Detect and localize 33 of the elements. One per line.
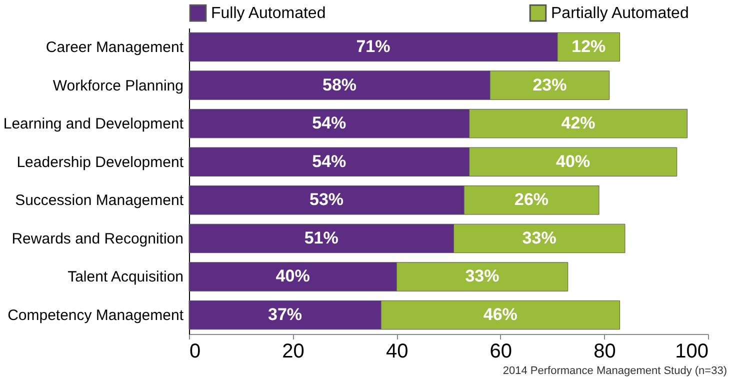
y-tick-label: Talent Acquisition <box>68 268 184 286</box>
data-label: 54% <box>312 152 346 171</box>
data-label: 58% <box>322 75 357 94</box>
y-tick-label: Leadership Development <box>16 154 184 171</box>
data-label: 51% <box>304 228 338 248</box>
data-label: 71% <box>356 36 390 56</box>
data-label: 53% <box>310 190 344 210</box>
data-label: 46% <box>483 305 518 324</box>
data-label: 12% <box>572 36 606 56</box>
data-label: 33% <box>522 228 556 248</box>
data-label: 42% <box>561 114 596 133</box>
y-tick-label: Learning and Development <box>3 116 184 133</box>
x-tick-label: 100 <box>675 340 708 362</box>
data-label: 26% <box>514 190 549 210</box>
text: 2014 Performance Management Study (n=33) <box>502 365 727 377</box>
x-tick-label: 20 <box>282 340 304 362</box>
y-tick-label: Succession Management <box>15 192 184 210</box>
y-tick-label: Competency Management <box>8 307 184 324</box>
x-tick-label: 60 <box>490 340 512 362</box>
x-tick-label: 0 <box>190 340 201 362</box>
data-label: 33% <box>465 266 500 286</box>
y-tick-label: Career Management <box>46 38 184 56</box>
data-label: 37% <box>268 305 302 324</box>
y-tick-label: Rewards and Recognition <box>12 230 184 248</box>
data-label: 54% <box>312 114 346 133</box>
x-tick-label: 80 <box>594 340 616 362</box>
y-tick-label: Workforce Planning <box>52 77 184 94</box>
data-label: 40% <box>556 152 590 171</box>
legend-label: Partially Automated <box>551 5 689 22</box>
x-tick-label: 40 <box>386 340 408 362</box>
data-label: 23% <box>532 75 567 94</box>
data-label: 40% <box>276 266 310 286</box>
legend-label: Fully Automated <box>211 5 326 22</box>
